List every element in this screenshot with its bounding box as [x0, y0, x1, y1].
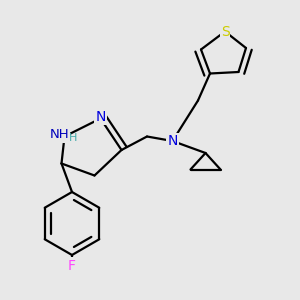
Text: H: H: [69, 133, 77, 143]
Text: N: N: [167, 134, 178, 148]
Text: S: S: [220, 25, 230, 38]
Text: F: F: [68, 259, 76, 272]
Text: NH: NH: [49, 128, 69, 142]
Text: N: N: [95, 110, 106, 124]
